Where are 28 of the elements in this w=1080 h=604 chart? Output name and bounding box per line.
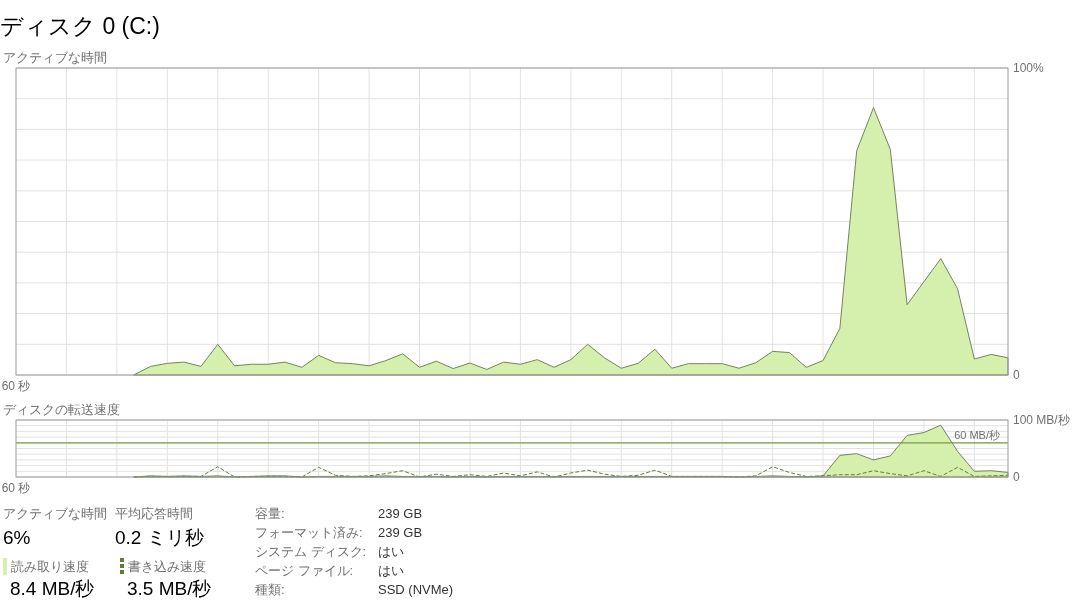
text: 239 GB — [378, 506, 423, 521]
text: 3.5 MB/秒 — [127, 578, 212, 599]
legend-label: 書き込み速度 — [128, 559, 206, 574]
text: SSD (NVMe) — [378, 582, 454, 597]
text: フォーマット済み: — [255, 525, 363, 540]
y-tick-label: 100% — [1013, 61, 1045, 75]
x-tick-label: 60 秒 — [1, 379, 31, 393]
text: 0.2 ミリ秒 — [115, 527, 204, 548]
chart-title: ディスク 0 (C:) — [0, 13, 160, 39]
text: 6% — [3, 527, 31, 548]
legend-label: 読み取り速度 — [11, 559, 89, 574]
text: ページ ファイル: — [255, 563, 354, 578]
y-tick-label: 0 — [1013, 368, 1020, 382]
text: 8.4 MB/秒 — [10, 578, 95, 599]
y-tick-label: 100 MB/秒 — [1013, 413, 1070, 427]
text: はい — [378, 563, 404, 578]
ref-line-label: 60 MB/秒 — [954, 428, 1000, 441]
x-tick-label: 60 秒 — [1, 481, 31, 495]
y-tick-label: 0 — [1013, 470, 1020, 484]
text: アクティブな時間 — [3, 506, 107, 521]
y-axis-title: アクティブな時間 — [3, 50, 107, 65]
text: 239 GB — [378, 525, 423, 540]
text: 平均応答時間 — [115, 506, 193, 521]
y-axis-title: ディスクの転送速度 — [3, 402, 120, 417]
text: システム ディスク: — [255, 544, 367, 559]
text: 種類: — [255, 582, 285, 597]
text: はい — [378, 544, 404, 559]
text: 容量: — [255, 506, 285, 521]
